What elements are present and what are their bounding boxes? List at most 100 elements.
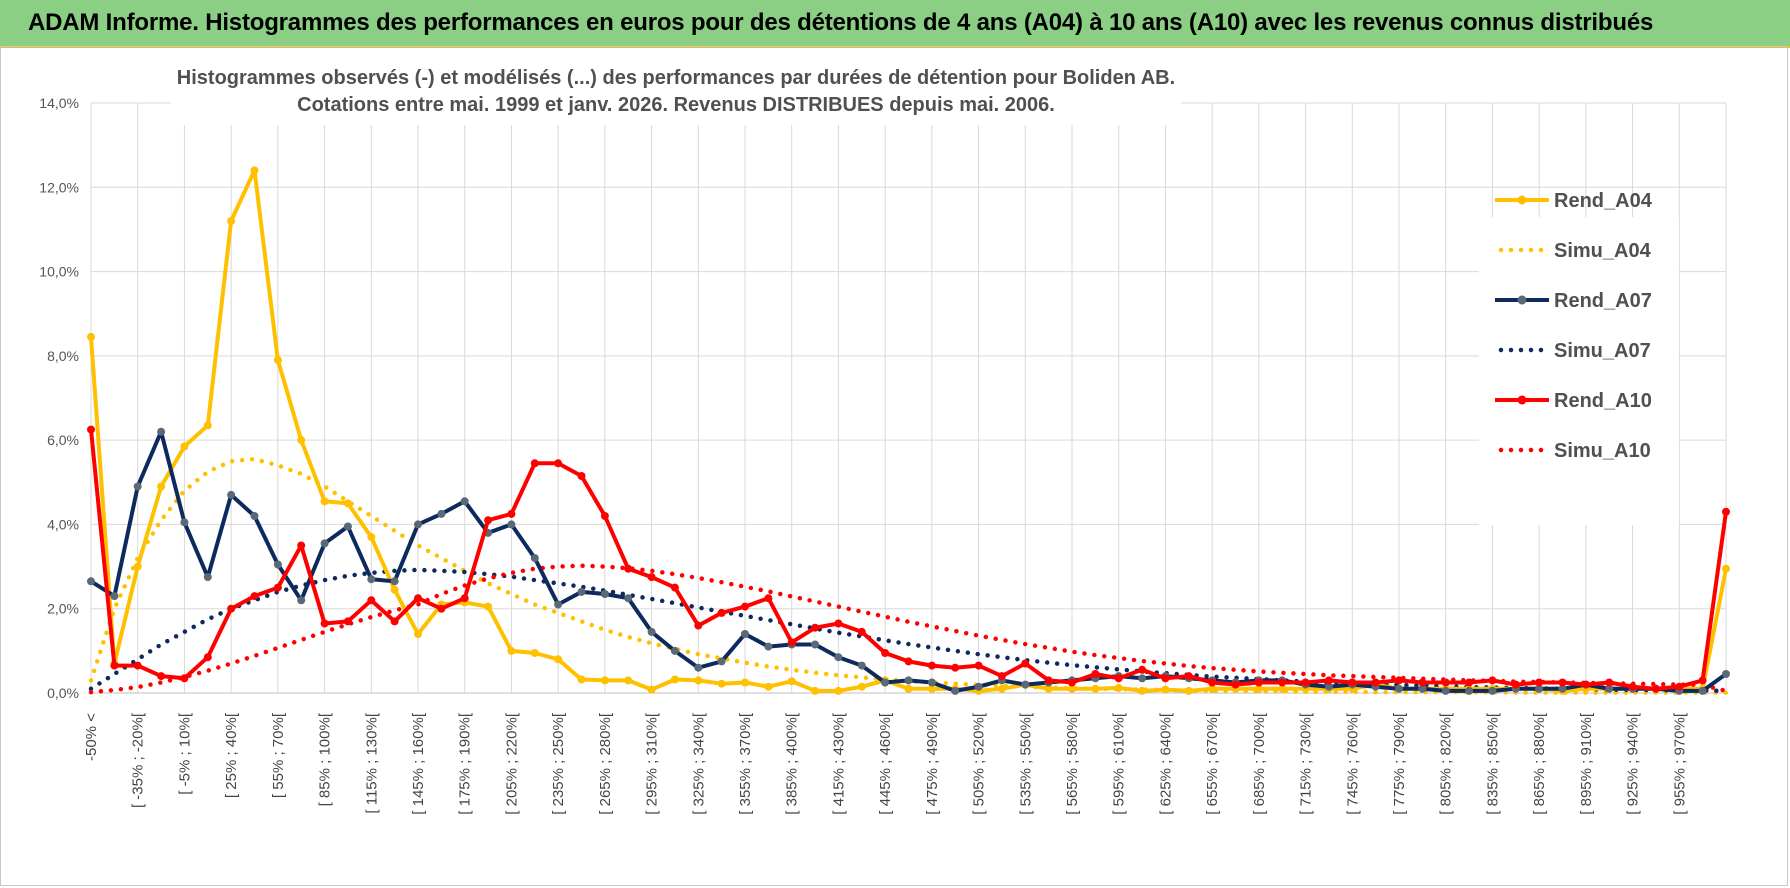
- rend-a04-point: [1091, 684, 1100, 693]
- x-tick-label: [ 115% ; 130%[: [363, 712, 380, 813]
- rend-a07-point: [624, 594, 633, 603]
- rend-a10-point: [1184, 672, 1193, 681]
- rend-a04-point: [484, 602, 493, 611]
- rend-a10-point: [1441, 678, 1450, 687]
- rend-a10-point: [297, 541, 306, 550]
- rend-a04-point: [157, 482, 166, 491]
- rend-a10-point: [764, 594, 773, 603]
- rend-a07-point: [1418, 684, 1427, 693]
- rend-a04-point: [997, 684, 1006, 693]
- rend-a07-point: [437, 509, 446, 518]
- legend-label-rend-a07: Rend_A07: [1554, 290, 1652, 312]
- x-tick-label: [ 655% ; 670%[: [1204, 712, 1221, 815]
- rend-a10-point: [1465, 678, 1474, 687]
- rend-a10-point: [1511, 680, 1520, 689]
- y-tick-label: 0,0%: [47, 685, 79, 701]
- simu-a07-line: [88, 567, 1729, 694]
- y-tick-label: 8,0%: [47, 348, 79, 364]
- y-tick-label: 10,0%: [39, 264, 79, 280]
- rend-a07-point: [647, 627, 656, 636]
- x-tick-label: [ 745% ; 760%[: [1344, 712, 1361, 815]
- rend-a10-point: [787, 638, 796, 647]
- x-tick-label: [ 385% ; 400%[: [784, 712, 801, 815]
- rend-a04-point: [133, 562, 142, 571]
- rend-a07-point: [507, 520, 516, 529]
- rend-a04-point: [904, 684, 913, 693]
- rend-a10-point: [367, 596, 376, 605]
- rend-a07-point: [1605, 684, 1614, 693]
- rend-a04-point: [1068, 684, 1076, 693]
- rend-a04-point: [297, 436, 306, 445]
- rend-a07-point: [904, 676, 913, 685]
- rend-a10-point: [1254, 678, 1263, 687]
- rend-a10-point: [1068, 678, 1076, 687]
- rend-a07-point: [343, 522, 352, 531]
- x-tick-label: [ 955% ; 970%[: [1671, 712, 1688, 815]
- rend-a10-point: [1628, 682, 1637, 691]
- rend-a10-point: [437, 604, 446, 613]
- rend-a04-point: [507, 646, 516, 655]
- rend-a10-point: [834, 619, 843, 628]
- legend-background: [1479, 217, 1679, 525]
- rend-a10-point: [460, 594, 469, 603]
- x-tick-label: -50% <: [83, 713, 100, 761]
- chart-subtitle: Cotations entre mai. 1999 et janv. 2026.…: [297, 94, 1055, 116]
- rend-a07-point: [250, 512, 259, 520]
- rend-a10-point: [484, 516, 493, 525]
- rend-a07-point: [1465, 686, 1474, 695]
- x-tick-label: [ 295% ; 310%[: [644, 712, 661, 815]
- rend-a07-point: [1535, 684, 1544, 693]
- rend-a07-point: [203, 573, 212, 582]
- x-tick-label: [ -5% ; 10%[: [176, 712, 193, 795]
- chart-title-background: [171, 61, 1181, 125]
- rend-a07-point: [741, 630, 749, 638]
- rend-a04-point: [600, 676, 609, 685]
- header-bar: ADAM Informe. Histogrammes des performan…: [0, 0, 1790, 48]
- rend-a10-point: [881, 649, 890, 657]
- rend-a10-point: [1488, 676, 1497, 685]
- rend-a10-point: [624, 564, 633, 573]
- x-tick-label: [ 85% ; 100%[: [317, 712, 334, 806]
- rend-a10-point: [1161, 674, 1170, 683]
- rend-a10-point: [1324, 676, 1333, 685]
- rend-a04-point: [577, 675, 586, 684]
- rend-a07-point: [297, 596, 306, 605]
- rend-a07-point: [1558, 684, 1567, 693]
- rend-a04-point: [857, 682, 866, 691]
- rend-a10-point: [320, 619, 329, 628]
- rend-a07-point: [273, 560, 282, 569]
- rend-a10-point: [904, 657, 913, 666]
- rend-a07-point: [951, 686, 960, 695]
- rend-a10-point: [1138, 665, 1147, 674]
- x-tick-label: [ 205% ; 220%[: [503, 712, 520, 815]
- x-tick-label: [ 895% ; 910%[: [1578, 712, 1595, 815]
- rend-a04-point: [320, 497, 329, 506]
- rend-a04-point: [741, 678, 749, 687]
- rend-a10-point: [530, 459, 539, 468]
- rend-a07-point: [974, 682, 983, 691]
- rend-a07-point: [1488, 686, 1497, 695]
- rend-a10-point: [670, 583, 679, 592]
- rend-a07-point: [1441, 686, 1450, 695]
- x-tick-label: [ 475% ; 490%[: [924, 712, 941, 815]
- rend-a07-point: [460, 497, 469, 506]
- legend-label-simu-a10: Simu_A10: [1554, 440, 1651, 462]
- rend-a10-point: [927, 661, 936, 670]
- rend-a07-point: [881, 678, 890, 687]
- report-title: ADAM Informe. Histogrammes des performan…: [28, 9, 1654, 36]
- x-tick-label: [ 145% ; 160%[: [410, 712, 427, 815]
- rend-a07-point: [390, 577, 399, 586]
- rend-a04-point: [390, 585, 399, 594]
- y-axis: 0,0% 2,0% 4,0% 6,0% 8,0% 10,0% 12,0% 14,0%: [39, 95, 79, 701]
- rend-a04-point: [530, 649, 539, 657]
- rend-a07-point: [577, 587, 586, 596]
- chart-title-box: Histogrammes observés (-) et modélisés (…: [171, 61, 1181, 125]
- rend-a04-point: [1161, 685, 1170, 694]
- rend-a04-point: [367, 533, 376, 542]
- histogram-chart: 0,0% 2,0% 4,0% 6,0% 8,0% 10,0% 12,0% 14,0% -50%…: [39, 61, 1730, 815]
- rend-a04-point: [927, 684, 936, 693]
- rend-a10-point: [343, 617, 352, 626]
- rend-a10-point: [1722, 507, 1730, 516]
- rend-a10-point: [1348, 678, 1357, 687]
- x-tick-label: [ 775% ; 790%[: [1391, 712, 1408, 815]
